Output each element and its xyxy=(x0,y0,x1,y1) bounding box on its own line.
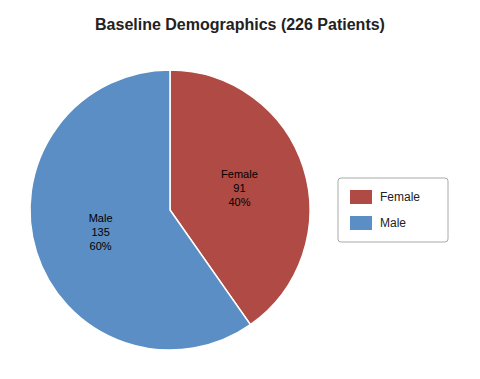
data-label-line: 40% xyxy=(228,196,250,208)
data-label-line: 135 xyxy=(91,226,109,238)
slice xyxy=(30,70,250,350)
legend-frame xyxy=(338,178,448,242)
legend-swatch xyxy=(350,216,372,230)
data-label: Male 135 60% xyxy=(89,212,113,252)
legend-label: Male xyxy=(380,216,406,230)
title: Baseline Demographics (226 Patients) xyxy=(95,16,385,33)
data-label-line: 60% xyxy=(90,240,112,252)
legend-label: Female xyxy=(380,190,420,204)
pie: Female 91 40% Male 135 60% xyxy=(30,70,310,350)
legend-item: Female xyxy=(350,190,420,204)
legend-item: Male xyxy=(350,216,406,230)
data-label: Female 91 40% xyxy=(221,168,258,208)
chart: Baseline Demographics (226 Patients) Fema… xyxy=(0,0,480,379)
legend-swatch xyxy=(350,190,372,204)
data-label-line: Male xyxy=(89,212,113,224)
data-label-line: Female xyxy=(221,168,258,180)
legend: Female Male xyxy=(338,178,448,242)
data-label-line: 91 xyxy=(233,182,245,194)
